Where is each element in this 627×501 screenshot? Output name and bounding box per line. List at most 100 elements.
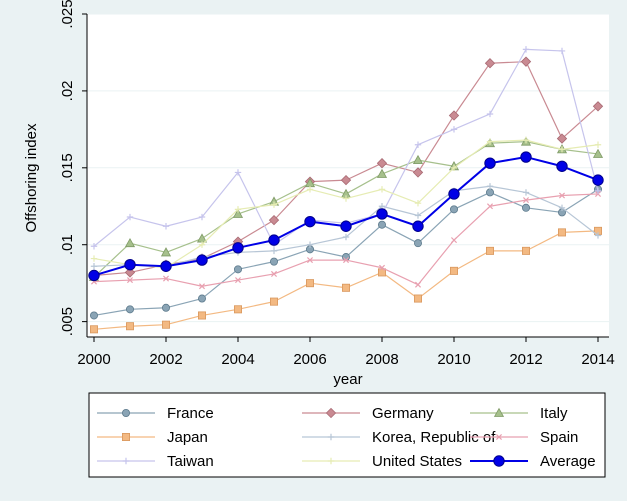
y-tick-label: .025 <box>59 0 76 29</box>
data-point-taiwan <box>90 243 98 250</box>
legend-item-korea-republic-of: Korea, Republic of <box>302 429 496 446</box>
data-point-germany <box>592 101 604 112</box>
data-point-spain <box>486 203 494 210</box>
legend-item-taiwan: Taiwan <box>97 453 214 470</box>
y-tick-label: .015 <box>59 153 76 182</box>
x-tick-label: 2012 <box>509 351 542 368</box>
data-point-france <box>197 294 206 303</box>
data-point-taiwan <box>558 47 566 55</box>
data-point-average <box>340 220 352 232</box>
data-point-average <box>484 157 496 169</box>
legend-swatch-marker <box>493 455 505 467</box>
legend-item-japan: Japan <box>97 429 208 446</box>
legend-item-spain: Spain <box>470 429 578 446</box>
data-point-taiwan <box>486 110 494 118</box>
data-point-france <box>522 203 531 212</box>
data-point-spain <box>162 275 170 282</box>
data-point-taiwan <box>198 213 206 221</box>
legend: France Germany Italy Japan Korea, Republic o… <box>97 405 596 470</box>
data-point-united-states <box>414 199 422 207</box>
data-point-germany <box>556 133 568 144</box>
data-point-japan <box>161 320 170 329</box>
data-point-japan <box>485 246 494 255</box>
legend-label: Korea, Republic of <box>372 429 496 446</box>
data-point-korea-republic-of <box>270 247 278 255</box>
data-point-korea-republic-of <box>522 189 530 196</box>
data-point-average <box>268 234 280 246</box>
data-point-korea-republic-of <box>414 212 422 219</box>
data-point-germany <box>448 110 460 121</box>
data-point-spain <box>306 257 314 264</box>
legend-item-italy: Italy <box>470 405 568 422</box>
data-point-united-states <box>234 206 242 213</box>
data-point-taiwan <box>594 187 602 195</box>
legend-label: Taiwan <box>167 453 214 470</box>
legend-label: France <box>167 405 214 422</box>
legend-item-average: Average <box>470 453 596 470</box>
data-point-united-states <box>90 255 98 262</box>
data-point-united-states <box>198 241 206 248</box>
legend-item-germany: Germany <box>302 405 434 422</box>
data-point-taiwan <box>450 126 458 133</box>
data-point-france <box>413 239 422 248</box>
x-axis-title: year <box>333 371 362 388</box>
data-point-united-states <box>270 201 278 208</box>
data-point-average <box>88 269 100 282</box>
legend-label: Germany <box>372 405 434 422</box>
data-point-france <box>449 205 458 214</box>
data-point-italy <box>124 237 136 248</box>
data-point-france <box>377 220 386 229</box>
data-point-average <box>592 174 604 186</box>
data-point-average <box>196 254 208 266</box>
data-point-korea-republic-of <box>558 204 566 211</box>
data-point-japan <box>558 228 567 237</box>
data-point-japan <box>126 322 135 331</box>
legend-label: Italy <box>540 405 568 422</box>
x-tick-label: 2010 <box>437 351 470 368</box>
data-point-japan <box>269 297 278 306</box>
data-point-spain <box>558 192 566 199</box>
y-tick-label: .005 <box>59 307 76 336</box>
y-axis-title: Offshoring index <box>23 123 40 232</box>
x-tick-label: 2004 <box>221 351 254 368</box>
data-point-spain <box>234 277 242 284</box>
data-point-germany <box>484 58 496 69</box>
legend-swatch-marker <box>122 432 131 441</box>
data-point-france <box>485 188 494 197</box>
x-tick-label: 2000 <box>77 351 110 368</box>
data-point-germany <box>340 174 352 186</box>
data-point-germany <box>376 158 388 169</box>
data-point-france <box>269 257 278 266</box>
data-point-france <box>90 311 99 320</box>
data-point-average <box>412 220 424 232</box>
data-point-spain <box>450 237 458 244</box>
data-point-united-states <box>558 146 566 153</box>
data-point-average <box>520 151 532 163</box>
legend-label: Japan <box>167 429 208 446</box>
series-average <box>88 151 604 282</box>
x-tick-label: 2006 <box>293 351 326 368</box>
data-point-germany <box>412 167 424 178</box>
data-point-average <box>448 188 460 200</box>
data-point-france <box>126 305 135 314</box>
data-point-italy <box>592 148 604 158</box>
legend-item-united-states: United States <box>302 453 462 470</box>
data-point-united-states <box>522 136 530 144</box>
data-point-united-states <box>306 186 314 193</box>
data-point-average <box>556 160 568 172</box>
legend-swatch-marker <box>122 408 131 417</box>
y-ticks: .005 .01 .015 .02 .025 <box>59 0 87 336</box>
data-point-japan <box>305 279 314 288</box>
data-point-japan <box>449 266 458 275</box>
data-point-united-states <box>342 195 350 202</box>
data-point-korea-republic-of <box>90 263 98 270</box>
data-point-spain <box>126 277 134 284</box>
data-point-japan <box>522 246 531 255</box>
series-layer <box>88 46 604 334</box>
data-point-spain <box>378 264 386 271</box>
data-point-taiwan <box>162 223 170 230</box>
data-point-united-states <box>450 164 458 172</box>
data-point-average <box>160 260 172 272</box>
data-point-average <box>304 215 316 228</box>
plot-area <box>87 14 609 337</box>
